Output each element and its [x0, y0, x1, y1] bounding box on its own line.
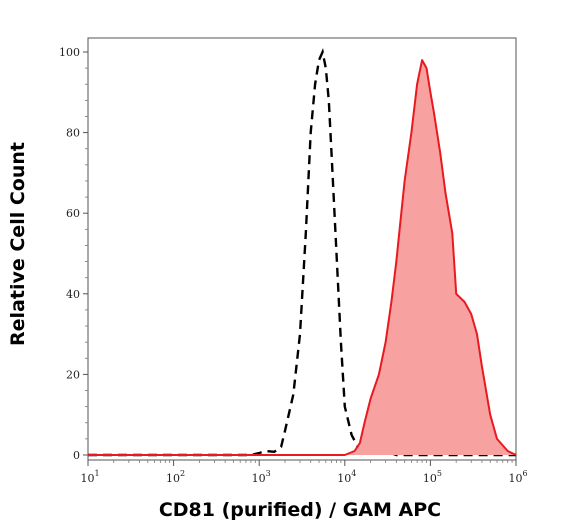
y-tick-label: 0 [73, 449, 80, 462]
x-tick-label: 104 [337, 469, 356, 485]
y-tick-label: 100 [59, 46, 80, 59]
x-axis: 101 102 103 104 105 106 [80, 460, 528, 485]
x-tick-label: 102 [166, 469, 185, 485]
y-axis-title: Relative Cell Count [7, 142, 29, 346]
y-tick-label: 80 [66, 127, 80, 140]
series-1-area [88, 60, 516, 455]
x-tick-label: 103 [252, 469, 271, 485]
y-axis: 0 20 40 60 80 100 [59, 46, 88, 462]
x-tick-label: 101 [80, 469, 99, 485]
x-axis-title: CD81 (purified) / GAM APC [159, 499, 441, 521]
plot-frame [87, 37, 517, 461]
series-1-line [88, 59, 517, 456]
plot-area [87, 37, 517, 461]
series-0-line [88, 48, 516, 457]
x-tick-label: 106 [508, 469, 527, 485]
x-tick-label: 105 [423, 469, 442, 485]
y-tick-label: 60 [66, 207, 80, 220]
y-tick-label: 40 [66, 288, 80, 301]
y-tick-label: 20 [66, 368, 80, 381]
